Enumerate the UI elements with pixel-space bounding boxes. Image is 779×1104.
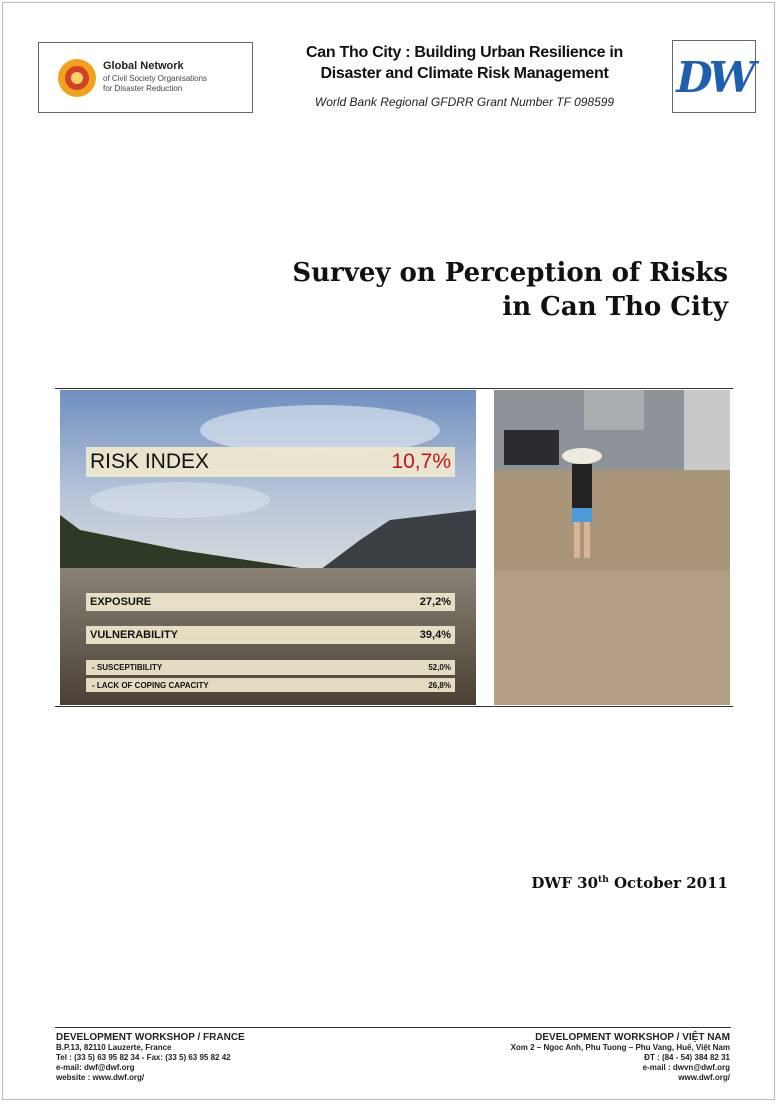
date-sup: th: [598, 875, 609, 885]
date-rest: October 2011: [608, 874, 728, 892]
risk-row-value: 27,2%: [419, 596, 451, 608]
logo-name: Global Network: [103, 60, 184, 72]
footer-line: e-mail : dwvn@dwf.org: [642, 1063, 730, 1072]
risk-row: EXPOSURE 27,2%: [86, 593, 455, 611]
footer-line: Xom 2 – Ngoc Anh, Phu Tuong – Phu Vang, …: [510, 1043, 730, 1052]
footer-line: DEVELOPMENT WORKSHOP / VIỆT NAM: [535, 1032, 730, 1043]
header-subtitle: World Bank Regional GFDRR Grant Number T…: [314, 95, 615, 109]
flood-photo: [494, 390, 730, 705]
footer-line: ĐT : (84 - 54) 384 82 31: [644, 1053, 730, 1062]
footer-line: Tel : (33 5) 63 95 82 34 - Fax: (33 5) 6…: [56, 1053, 231, 1062]
risk-row: VULNERABILITY 39,4%: [86, 626, 455, 644]
risk-index-value: 10,7%: [391, 450, 451, 473]
footer-line: e-mail: dwf@dwf.org: [56, 1063, 135, 1072]
date-prefix: DWF 30: [531, 874, 599, 892]
risk-row: - LACK OF COPING CAPACITY 26,8%: [86, 678, 455, 692]
footer-line: DEVELOPMENT WORKSHOP / FRANCE: [56, 1032, 245, 1043]
network-logo: Global Network of Civil Society Organisa…: [38, 42, 253, 113]
footer-right: DEVELOPMENT WORKSHOP / VIỆT NAM Xom 2 – N…: [400, 1033, 730, 1083]
risk-row-value: 26,8%: [428, 680, 451, 690]
logo-line: for Disaster Reduction: [103, 84, 183, 93]
header-title: Can Tho City : Building Urban Resilience…: [306, 44, 623, 61]
footer-line: www.dwf.org/: [678, 1073, 730, 1082]
main-title: Survey on Perception of Risks: [292, 258, 728, 288]
rule: [55, 706, 733, 707]
river-photo: [60, 390, 476, 705]
date: DWF 30th October 2011: [400, 874, 728, 892]
risk-row-label: - SUSCEPTIBILITY: [92, 663, 163, 672]
rule: [55, 1027, 731, 1028]
logo-emblem: [58, 59, 96, 97]
risk-row: - SUSCEPTIBILITY 52,0%: [86, 660, 455, 675]
risk-index-bar: RISK INDEX 10,7%: [86, 447, 455, 477]
risk-row-value: 39,4%: [419, 629, 451, 641]
risk-row-label: EXPOSURE: [90, 596, 152, 608]
dw-logo: DW: [672, 40, 756, 113]
risk-index-label: RISK INDEX: [90, 450, 210, 473]
risk-row-value: 52,0%: [428, 663, 451, 672]
header-title: Disaster and Climate Risk Management: [320, 65, 609, 82]
main-title: in Can Tho City: [502, 292, 728, 322]
footer-line: B.P.13, 82110 Lauzerte, France: [56, 1043, 172, 1052]
logo-line: of Civil Society Organisations: [103, 74, 208, 83]
risk-row-label: - LACK OF COPING CAPACITY: [92, 680, 209, 690]
risk-row-label: VULNERABILITY: [90, 629, 178, 641]
dw-logo-text: DW: [676, 53, 756, 102]
footer-line: website : www.dwf.org/: [56, 1073, 145, 1082]
rule: [55, 388, 733, 389]
footer-left: DEVELOPMENT WORKSHOP / FRANCE B.P.13, 821…: [56, 1033, 386, 1083]
